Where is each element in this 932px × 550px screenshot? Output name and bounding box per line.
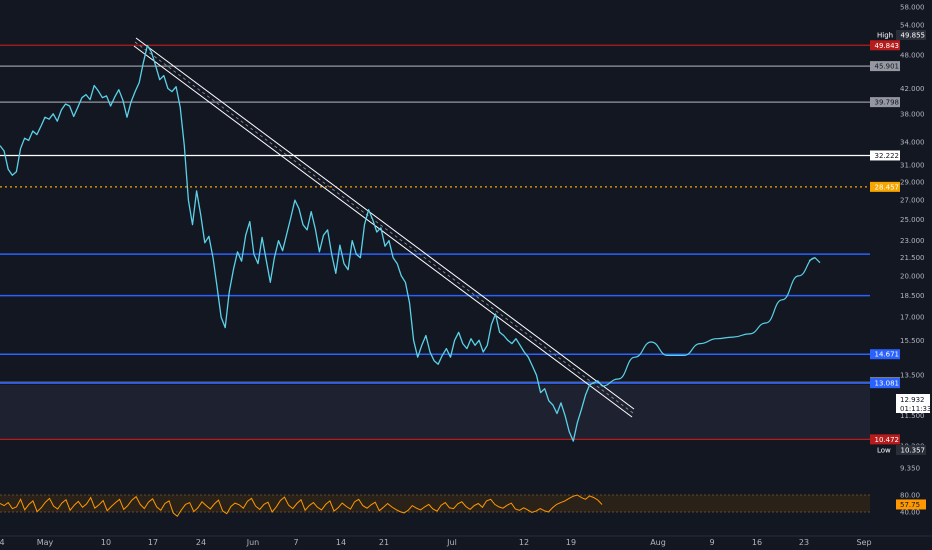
level-tag: 10.472 [875,436,900,444]
price-tick-label: 48.000 [900,51,925,59]
trendline-lower [133,45,633,418]
time-tick-label: 23 [799,538,809,547]
time-axis[interactable]: 4 May 10 17 24 Jun 7 14 21 Jul 12 19 Aug 9 16 23 Sep [0,538,872,547]
price-tick-label: 15.500 [900,337,925,345]
high-value-bg [896,30,926,40]
time-tick-label: Aug [650,538,666,547]
time-tick-label: Jun [246,538,260,547]
level-tag: 28.457 [875,183,900,191]
rsi-band [0,495,895,512]
price-tick-label: 23.000 [900,237,925,245]
level-tag-bg [870,181,900,192]
time-tick-label: 9 [709,538,714,547]
price-axis-background [870,0,932,550]
high-value: 49.855 [901,32,926,40]
price-tick-label: 29.000 [900,179,925,187]
horizontal-levels [0,44,895,440]
projection-arrowhead [808,256,821,264]
level-tag: 49.843 [875,42,900,50]
price-tick-label: 13.500 [900,372,925,380]
price-tick-label: 38.000 [900,110,925,118]
price-tick-label: 21.500 [900,254,925,262]
trendline-mid [134,41,634,414]
level-tag-bg [870,349,900,360]
last-price-countdown: 01:11:33 [900,405,931,413]
rsi-tick-label: 40.00 [900,509,920,517]
price-tick-label: 42.000 [900,85,925,93]
time-tick-label: 7 [293,538,298,547]
rsi-series-layer [0,494,603,518]
price-tick-label: 34.000 [900,138,925,146]
main-pane-shade [0,385,870,440]
level-tag: 32.222 [875,152,900,160]
trendline-upper [135,37,635,410]
level-tag: 13.081 [875,380,900,388]
level-tag-bg [870,150,900,161]
rsi-line [0,494,603,518]
high-label-bg [873,30,895,40]
time-tick-label: 4 [0,538,5,547]
price-series-layer [0,44,603,442]
price-line [0,44,603,442]
rsi-tick-label: 80.00 [900,492,920,500]
low-value: 10.357 [901,447,926,455]
level-tag-bg [870,378,900,389]
rsi-pane [0,494,895,513]
last-price-value: 12.932 [900,396,925,404]
price-tick-label: 25.000 [900,216,925,224]
time-tick-label: 12 [519,538,529,547]
high-label: High [877,32,893,40]
projection-path [601,257,816,387]
trend-channel [133,37,635,418]
price-tick-label: 20.000 [900,272,925,280]
price-tick-label: 31.000 [900,162,925,170]
time-tick-label: 19 [566,538,576,547]
level-tag-bg [870,97,900,108]
low-label: Low [877,447,891,455]
projection-layer [601,256,821,387]
price-tick-label: 17.000 [900,313,925,321]
rsi-current-bg [896,499,926,510]
level-tag: 39.798 [875,99,900,107]
price-tick-label: 18.500 [900,292,925,300]
level-tag-bg [870,434,900,445]
price-tick-label: 11.500 [900,412,925,420]
time-tick-label: Jul [446,538,457,547]
time-tick-label: Sep [856,538,871,547]
time-tick-label: May [37,538,54,547]
low-value-bg [896,445,926,455]
price-tick-label: 58.000 [900,4,925,12]
price-tick-label: 54.000 [900,22,925,30]
time-tick-label: 24 [196,538,206,547]
rsi-current-value: 57.75 [900,501,920,509]
price-tags: 49.84345.90139.79832.22228.45714.67113.1… [870,30,931,455]
time-tick-label: 17 [148,538,158,547]
time-tick-label: 16 [752,538,762,547]
time-tick-label: 21 [379,538,389,547]
price-tick-label: 9.350 [900,465,920,473]
time-tick-label: 10 [101,538,111,547]
level-tag: 14.671 [875,351,900,359]
time-tick-label: 14 [336,538,346,547]
level-tag-bg [870,40,900,51]
level-tag-bg [870,61,900,72]
level-tag: 45.901 [875,63,900,71]
price-tick-label: 27.000 [900,197,925,205]
last-price-bg [896,394,930,413]
